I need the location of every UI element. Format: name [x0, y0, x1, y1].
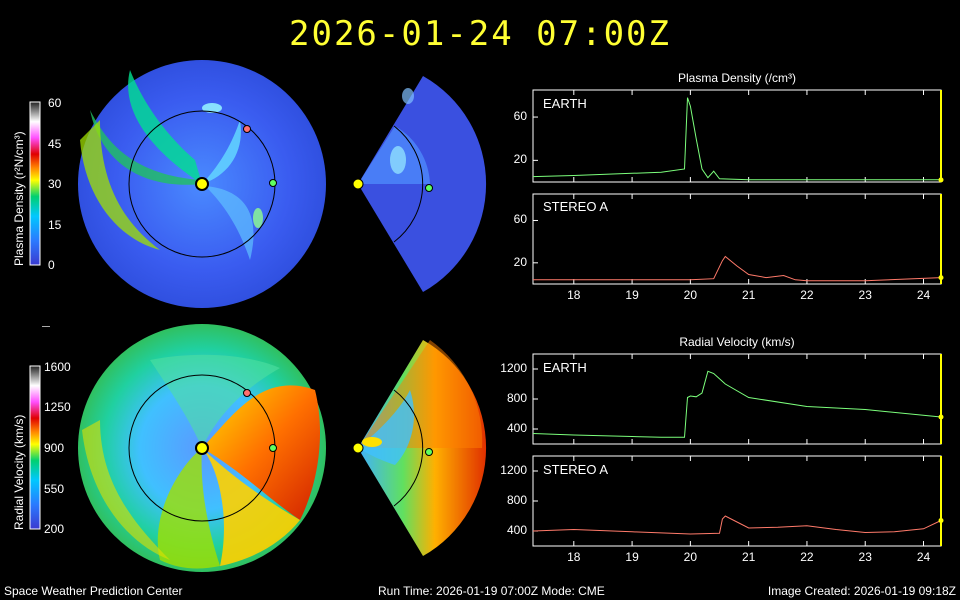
stereo-density-label: STEREO A — [543, 199, 609, 214]
velocity-colorbar — [29, 365, 41, 530]
x-tick-label: 23 — [858, 288, 872, 302]
current-value-point — [938, 518, 944, 523]
x-tick-label: 20 — [683, 550, 698, 564]
y-tick-label: 400 — [506, 523, 527, 537]
x-tick-label: 22 — [800, 550, 814, 564]
velocity-tick: 900 — [44, 441, 65, 455]
earth-density-label: EARTH — [543, 96, 587, 111]
y-tick-label: 20 — [513, 152, 527, 167]
footer-image-created: Image Created: 2026-01-19 09:18Z — [767, 584, 956, 598]
earth-velocity-label: EARTH — [543, 360, 587, 375]
y-tick-label: 800 — [506, 391, 527, 405]
y-tick-label: 60 — [513, 109, 527, 124]
x-tick-label: 18 — [567, 550, 581, 564]
current-value-point — [938, 414, 944, 420]
current-value-point — [938, 177, 944, 183]
stereo-velocity-label: STEREO A — [543, 462, 609, 477]
x-tick-label: 19 — [625, 288, 639, 302]
x-tick-label: 24 — [916, 550, 931, 564]
footer-organization: Space Weather Prediction Center — [4, 584, 183, 598]
velocity-tick: 550 — [44, 482, 65, 496]
series-line — [532, 515, 942, 535]
density-tick: 30 — [48, 177, 62, 191]
velocity-panel-title: Radial Velocity (km/s) — [679, 335, 795, 349]
sun-marker — [352, 442, 364, 454]
current-value-point — [938, 275, 944, 281]
velocity-tick: 1600 — [44, 360, 71, 374]
stereo-a-marker — [243, 125, 251, 133]
x-tick-label: 21 — [741, 288, 756, 302]
sun-marker — [195, 441, 209, 455]
y-tick-label: 800 — [506, 493, 527, 507]
density-colorbar — [29, 101, 41, 266]
earth-marker — [269, 444, 277, 452]
footer-run-time: Run Time: 2026-01-19 07:00Z Mode: CME — [378, 584, 605, 598]
y-tick-label: 400 — [506, 421, 527, 435]
y-tick-label: 60 — [513, 212, 527, 227]
forecast-datetime: 2026-01-24 07:00Z — [289, 14, 671, 54]
y-tick-label: 1200 — [500, 463, 527, 477]
x-tick-label: 23 — [858, 550, 872, 564]
density-meridional-wedge — [358, 76, 487, 292]
x-tick-label: 21 — [741, 550, 756, 564]
sun-marker — [195, 177, 209, 191]
sun-marker — [352, 178, 364, 190]
plot-frame — [532, 89, 942, 183]
x-tick-label: 22 — [800, 288, 814, 302]
density-tick: 15 — [48, 218, 62, 232]
density-tick: 0 — [48, 258, 55, 272]
density-panel-title: Plasma Density (/cm³) — [677, 71, 796, 85]
y-tick-label: 1200 — [500, 361, 527, 375]
earth-marker — [425, 448, 433, 456]
x-tick-label: 18 — [567, 288, 581, 302]
y-tick-label: 20 — [513, 254, 527, 269]
series-line — [532, 370, 942, 438]
velocity-tick: 200 — [44, 522, 65, 536]
velocity-tick: 1250 — [44, 400, 71, 414]
series-line — [533, 255, 942, 282]
density-tick: 45 — [48, 137, 62, 151]
velocity-meridional-wedge — [358, 340, 487, 556]
separator-mark — [42, 326, 50, 327]
x-tick-label: 20 — [683, 288, 698, 302]
x-tick-label: 24 — [916, 288, 931, 302]
stereo-a-marker — [243, 389, 251, 397]
series-line — [532, 97, 941, 181]
earth-marker — [425, 184, 433, 192]
density-tick: 60 — [48, 96, 62, 110]
x-tick-label: 19 — [625, 550, 639, 564]
earth-marker — [269, 179, 277, 187]
plot-frame — [532, 353, 942, 445]
